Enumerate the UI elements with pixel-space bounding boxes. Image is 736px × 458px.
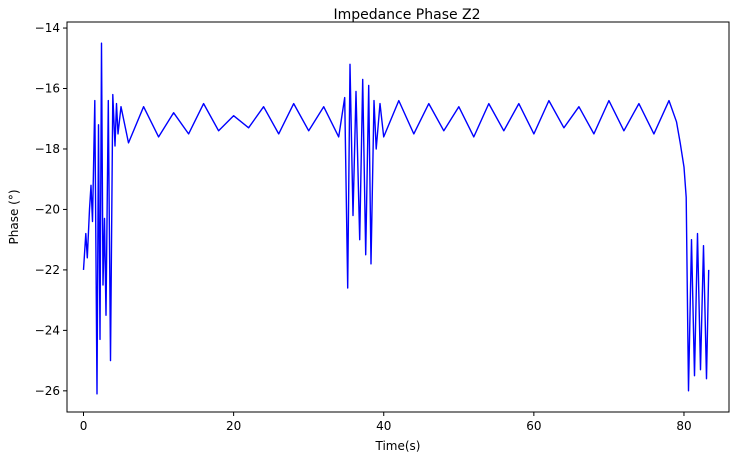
y-axis: −14 −16 −18 −20 −22 −24 −26 <box>35 21 67 398</box>
y-tick-label: −18 <box>35 142 60 156</box>
x-tick-label: 60 <box>526 419 541 433</box>
x-axis: 0 20 40 60 80 <box>80 412 692 433</box>
plot-area <box>82 42 710 395</box>
y-axis-label: Phase (°) <box>7 189 21 244</box>
y-tick-label: −14 <box>35 21 60 35</box>
y-tick-label: −20 <box>35 202 60 216</box>
y-tick-label: −16 <box>35 82 60 96</box>
plot-frame <box>66 21 730 413</box>
y-tick-label: −24 <box>35 323 60 337</box>
series-line-0 <box>82 42 710 395</box>
x-tick-label: 0 <box>80 419 88 433</box>
x-tick-label: 40 <box>376 419 391 433</box>
x-tick-label: 20 <box>226 419 241 433</box>
chart-title: Impedance Phase Z2 <box>333 7 480 23</box>
y-tick-label: −22 <box>35 263 60 277</box>
x-axis-label: Time(s) <box>375 439 421 453</box>
y-tick-label: −26 <box>35 384 60 398</box>
x-tick-label: 80 <box>676 419 691 433</box>
